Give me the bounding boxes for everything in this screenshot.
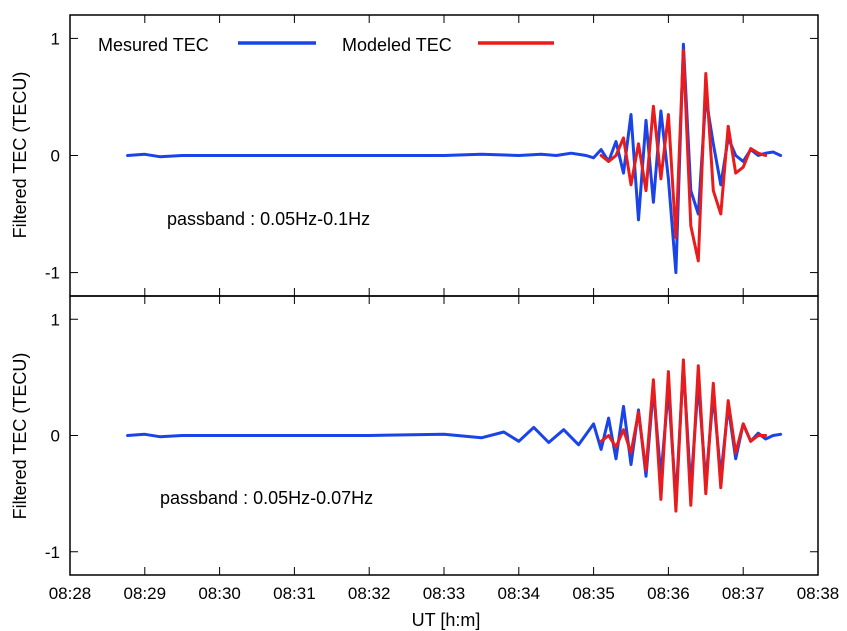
bottom-y-tick-label: 1 — [51, 310, 60, 329]
bottom-modeled-line — [599, 358, 768, 513]
x-tick-label: 08:32 — [348, 584, 391, 603]
x-tick-label: 08:28 — [49, 584, 92, 603]
legend-modeled-label: Modeled TEC — [342, 35, 452, 55]
x-tick-label: 08:36 — [647, 584, 690, 603]
x-tick-label: 08:31 — [273, 584, 316, 603]
bottom-y-tick-label: -1 — [45, 543, 60, 562]
top-y-tick-label: 1 — [51, 29, 60, 48]
top-y-tick-label: 0 — [51, 147, 60, 166]
x-tick-label: 08:37 — [722, 584, 765, 603]
x-tick-label: 08:33 — [423, 584, 466, 603]
x-tick-label: 08:29 — [124, 584, 167, 603]
x-axis-label: UT [h:m] — [412, 610, 481, 630]
x-tick-label: 08:30 — [198, 584, 241, 603]
x-tick-label: 08:34 — [498, 584, 541, 603]
bottom-passband-annotation: passband : 0.05Hz-0.07Hz — [160, 488, 373, 508]
x-tick-label: 08:35 — [572, 584, 615, 603]
top-modeled-line — [599, 48, 768, 263]
bottom-y-tick-label: 0 — [51, 427, 60, 446]
axis-ticks — [69, 15, 819, 575]
x-tick-label: 08:38 — [797, 584, 840, 603]
top-y-tick-label: -1 — [45, 264, 60, 283]
axis-tick-labels: -1 0 1 -1 0 1 08:28 08:29 08:30 08:31 08:32 08:33 08… — [45, 29, 839, 603]
top-passband-annotation: passband : 0.05Hz-0.1Hz — [167, 209, 370, 229]
legend-measured-label: Mesured TEC — [98, 35, 209, 55]
top-y-axis-label: Filtered TEC (TECU) — [10, 72, 30, 239]
bottom-y-axis-label: Filtered TEC (TECU) — [10, 353, 30, 520]
series-layer — [126, 42, 783, 513]
